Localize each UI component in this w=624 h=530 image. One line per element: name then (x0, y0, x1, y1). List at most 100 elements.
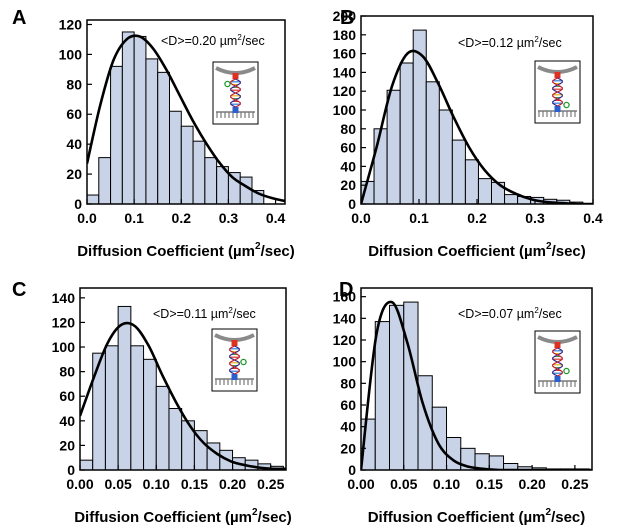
histogram-bar (403, 301, 419, 471)
x-tick-label: 0.25 (257, 476, 284, 492)
histogram-bar (204, 157, 218, 205)
y-tick-label: 0 (67, 462, 75, 478)
y-tick-label: 140 (333, 310, 357, 326)
dna-schematic-inset (211, 328, 258, 392)
y-tick-label: 20 (340, 177, 356, 193)
histogram-bar (121, 31, 135, 205)
mean-diffusion-annotation: <D>=0.07 µm2/sec (458, 306, 562, 321)
y-tick-label: 0 (74, 196, 82, 212)
dna-schematic-inset (534, 330, 581, 394)
x-tick-label: 0.10 (143, 476, 170, 492)
x-tick-label: 0.0 (351, 210, 371, 226)
fit-curve (361, 49, 593, 204)
x-axis-label: Diffusion Coefficient (µm2/sec) (77, 241, 295, 260)
panel-d: D 0 20 40 60 80 100 120 140 160 0.00 0.05 0.10 0.15 0.… (333, 279, 593, 526)
histogram-bar (180, 125, 194, 205)
x-tick-label: 0.4 (583, 210, 603, 226)
panel-c: C 0 20 40 60 80 100 120 140 0.00 0.05 0.10 0.15 0.20 0… (12, 279, 292, 526)
x-tick-label: 0.00 (347, 476, 374, 492)
histogram-bar (104, 345, 119, 471)
x-tick-label: 0.2 (467, 210, 487, 226)
y-tick-label: 20 (66, 166, 82, 182)
histogram-bar (157, 71, 170, 205)
y-tick-label: 100 (333, 102, 357, 118)
panel-letter: C (12, 279, 26, 301)
histogram-bar (446, 437, 462, 471)
y-tick-label: 100 (59, 46, 83, 62)
y-tick-label: 60 (66, 106, 82, 122)
histogram-bar (98, 157, 112, 205)
x-tick-label: 0.0 (77, 210, 97, 226)
y-tick-label: 120 (333, 332, 357, 348)
dna-schematic-inset (534, 60, 581, 124)
panel-letter: D (339, 279, 353, 301)
y-tick-label: 80 (340, 121, 356, 137)
y-tick-label: 20 (59, 437, 75, 453)
histogram-bar (399, 62, 414, 205)
histogram-bar (155, 385, 170, 471)
x-tick-label: 0.3 (525, 210, 545, 226)
histogram-bar (373, 128, 388, 205)
y-tick-label: 160 (333, 289, 357, 305)
histogram-bar (389, 304, 405, 471)
plot-frame (360, 287, 593, 471)
x-tick-label: 0.05 (105, 476, 132, 492)
histogram-bar (110, 65, 123, 205)
y-tick-label: 140 (333, 64, 357, 80)
histogram-bar (438, 109, 453, 205)
y-tick-label: 40 (59, 413, 75, 429)
histogram-bar (451, 139, 466, 205)
y-tick-label: 40 (66, 136, 82, 152)
mean-diffusion-annotation: <D>=0.12 µm2/sec (458, 35, 562, 50)
x-axis-label: Diffusion Coefficient (µm2/sec) (368, 241, 586, 260)
histogram-bar (192, 140, 206, 205)
histogram-bar (79, 459, 94, 471)
fit-curve (361, 300, 592, 470)
histogram-bar (92, 352, 106, 471)
x-tick-label: 0.1 (124, 210, 144, 226)
y-tick-label: 80 (59, 364, 75, 380)
x-axis-label: Diffusion Coefficient (µm2/sec) (74, 507, 292, 526)
panel-letter: A (12, 7, 26, 29)
y-tick-label: 120 (333, 83, 357, 99)
y-tick-label: 60 (59, 388, 75, 404)
x-tick-label: 0.05 (390, 476, 417, 492)
y-tick-label: 40 (340, 158, 356, 174)
histogram-bar (169, 110, 182, 205)
y-tick-label: 160 (333, 46, 357, 62)
y-tick-label: 120 (59, 16, 83, 32)
plot-frame (86, 19, 286, 205)
y-tick-label: 0 (348, 462, 356, 478)
x-tick-label: 0.3 (219, 210, 239, 226)
plot-frame (79, 287, 287, 471)
y-tick-label: 0 (348, 196, 356, 212)
y-tick-label: 80 (340, 375, 356, 391)
mean-diffusion-annotation: <D>=0.20 µm2/sec (161, 33, 265, 48)
y-tick-label: 120 (52, 314, 76, 330)
panel-letter: B (340, 7, 354, 29)
y-tick-label: 60 (340, 397, 356, 413)
histogram-bar (130, 345, 145, 471)
mean-diffusion-annotation: <D>=0.11 µm2/sec (153, 306, 256, 321)
fit-curve (87, 34, 285, 203)
x-tick-label: 0.10 (433, 476, 460, 492)
x-tick-label: 0.15 (476, 476, 503, 492)
y-tick-label: 20 (340, 440, 356, 456)
panel-a: A 0 20 40 60 80 100 120 0.0 0.1 0.2 0.3 0.4 Diffusion… (12, 7, 295, 260)
histogram-bar (133, 35, 147, 205)
histogram-bar (374, 321, 391, 471)
x-tick-label: 0.20 (219, 476, 246, 492)
histogram-bar (386, 89, 401, 205)
y-tick-label: 200 (333, 8, 357, 24)
histogram-bar (168, 408, 183, 471)
y-tick-label: 40 (340, 419, 356, 435)
x-axis-label: Diffusion Coefficient (µm2/sec) (368, 507, 586, 526)
x-tick-label: 0.00 (66, 476, 93, 492)
y-tick-label: 80 (66, 76, 82, 92)
y-tick-label: 60 (340, 140, 356, 156)
histogram-bar (117, 305, 132, 471)
dna-schematic-inset (212, 61, 259, 125)
y-tick-label: 180 (333, 27, 357, 43)
histogram-bar (477, 178, 493, 205)
